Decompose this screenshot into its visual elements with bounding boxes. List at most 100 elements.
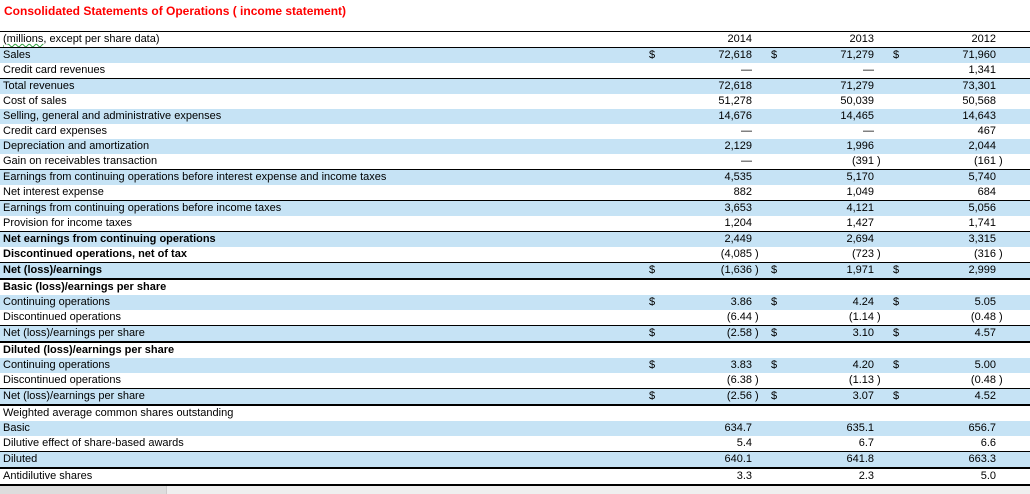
paren-cell <box>874 94 888 109</box>
paren-cell <box>752 185 766 201</box>
table-row: Gain on receivables transaction — (391) (16… <box>0 154 1030 170</box>
spacer-cell <box>1010 342 1030 358</box>
value-2014: (1,636 <box>666 262 752 280</box>
value-2013 <box>788 405 874 421</box>
value-2012: 3,315 <box>910 231 996 247</box>
dollar-cell: $ <box>888 47 910 63</box>
spacer-cell <box>1010 154 1030 170</box>
table-row: Continuing operations $3.86 $4.24 $5.05 <box>0 295 1030 310</box>
value-2013: 635.1 <box>788 421 874 436</box>
paren-cell <box>996 169 1010 185</box>
paren-cell <box>996 388 1010 406</box>
value-2014: (6.44 <box>726 311 752 323</box>
paren-cell <box>874 109 888 124</box>
value-2014: 1,204 <box>724 217 752 229</box>
row-label: Total revenues <box>0 78 644 94</box>
dollar-cell <box>888 373 910 389</box>
value-2014: 72,618 <box>666 47 752 63</box>
value-2012: 73,301 <box>910 78 996 94</box>
value-2012: (0.48 <box>970 311 996 323</box>
dollar-cell: $ <box>766 358 788 373</box>
dollar-cell <box>888 436 910 452</box>
dollar-cell <box>766 310 788 326</box>
value-2012: 6.6 <box>980 437 996 449</box>
value-2014: 3.86 <box>666 295 752 310</box>
dollar-cell <box>888 468 910 486</box>
value-2012: (161 <box>973 155 996 167</box>
table-row: Net (loss)/earnings per share $ (2.58) $3.1… <box>0 325 1030 343</box>
dollar-cell <box>766 231 788 247</box>
row-label: Gain on receivables transaction <box>3 155 158 167</box>
paren-cell <box>752 421 766 436</box>
dollar-cell <box>766 342 788 358</box>
dollar-cell <box>766 436 788 452</box>
value-2012: 5.0 <box>910 468 996 486</box>
scrollbar-thumb[interactable] <box>0 486 167 494</box>
paren-cell <box>996 405 1010 421</box>
table-row: Discontinued operations (6.44) (1.14) (0.48… <box>0 310 1030 326</box>
table-header-row: (millions, except per share data) 2014 201… <box>0 31 1030 48</box>
dollar-cell <box>766 109 788 124</box>
spacer-cell <box>1010 262 1030 280</box>
paren-cell <box>874 124 888 139</box>
dollar-cell <box>888 405 910 421</box>
row-label: Credit card revenues <box>3 64 106 76</box>
paren-cell <box>996 31 1010 48</box>
table-row: Diluted (loss)/earnings per share <box>0 342 1030 358</box>
spacer-cell <box>1010 295 1030 310</box>
value-2014: (2.56 <box>666 388 752 406</box>
row-label: Discontinued operations, net of tax <box>3 248 187 260</box>
paren-cell <box>996 200 1010 216</box>
value-2014: 3,653 <box>666 200 752 216</box>
paren-cell <box>874 185 888 201</box>
paren-cell <box>874 216 888 232</box>
dollar-cell: $ <box>644 358 666 373</box>
dollar-cell <box>644 124 666 139</box>
spacer-cell <box>1010 358 1030 373</box>
paren-cell <box>752 358 766 373</box>
dollar-cell <box>888 169 910 185</box>
paren-cell <box>752 451 766 469</box>
value-2012: 467 <box>977 125 996 137</box>
row-label: Antidilutive shares <box>0 468 644 486</box>
paren-cell <box>752 63 766 79</box>
paren-cell: ) <box>999 248 1003 260</box>
dollar-cell <box>888 154 910 170</box>
value-2012: 5.05 <box>910 295 996 310</box>
row-label: Basic (loss)/earnings per share <box>3 281 167 293</box>
value-2013: 1,049 <box>846 186 874 198</box>
paren-cell: ) <box>999 155 1003 167</box>
spacer-cell <box>1010 279 1030 295</box>
value-2013: 71,279 <box>788 78 874 94</box>
horizontal-scrollbar[interactable] <box>0 486 1030 494</box>
value-2013: 4,121 <box>788 200 874 216</box>
paren-cell <box>996 295 1010 310</box>
paren-cell <box>752 154 766 170</box>
row-label: Depreciation and amortization <box>0 139 644 154</box>
dollar-cell <box>888 78 910 94</box>
paren-cell <box>874 231 888 247</box>
value-2014: 640.1 <box>666 451 752 469</box>
paren-cell <box>996 468 1010 486</box>
dollar-cell: $ <box>644 262 666 280</box>
value-2012: 663.3 <box>910 451 996 469</box>
value-2012: 5.00 <box>910 358 996 373</box>
table-row: Net interest expense 882 1,049 684 <box>0 185 1030 201</box>
paren-cell: ) <box>755 248 759 260</box>
value-2014: (6.38 <box>726 374 752 386</box>
table-row: Basic 634.7 635.1 656.7 <box>0 421 1030 436</box>
paren-cell <box>752 216 766 232</box>
value-2014: 4,535 <box>666 169 752 185</box>
paren-cell <box>996 63 1010 79</box>
value-2012: 656.7 <box>910 421 996 436</box>
row-label: Diluted <box>0 451 644 469</box>
dollar-cell <box>644 154 666 170</box>
row-label: Basic <box>0 421 644 436</box>
statement-title: Consolidated Statements of Operations ( … <box>4 4 347 18</box>
dollar-cell <box>644 342 666 358</box>
value-2013: — <box>863 64 874 76</box>
value-2013: 1,427 <box>846 217 874 229</box>
row-label: Diluted (loss)/earnings per share <box>3 344 175 356</box>
value-2012: 1,341 <box>968 64 996 76</box>
value-2014: (2.58 <box>666 325 752 343</box>
